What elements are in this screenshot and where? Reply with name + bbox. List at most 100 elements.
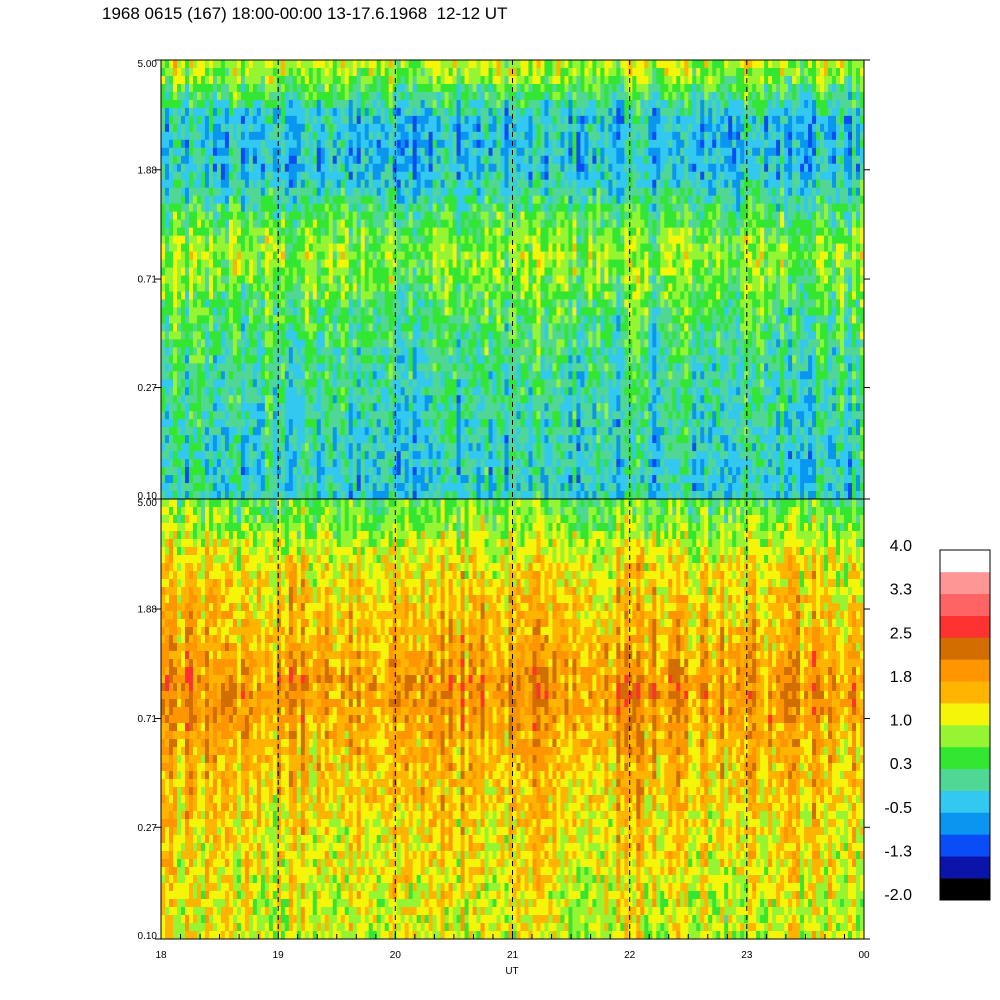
heatmap-cell [588, 147, 593, 157]
heatmap-cell [604, 99, 609, 109]
heatmap-cell [532, 123, 538, 133]
heatmap-cell [484, 115, 490, 125]
heatmap-cell [196, 283, 202, 293]
heatmap-cell [752, 243, 757, 253]
heatmap-cell [236, 203, 242, 213]
heatmap-cell [752, 211, 757, 221]
heatmap-cell [336, 171, 342, 181]
heatmap-cell [672, 131, 677, 141]
heatmap-cell [768, 211, 773, 221]
heatmap-cell [320, 147, 326, 157]
heatmap-cell [664, 243, 669, 253]
heatmap-cell [404, 243, 410, 253]
heatmap-cell [528, 107, 534, 117]
heatmap-cell [456, 235, 462, 245]
heatmap-cell [644, 60, 649, 69]
heatmap-cell [636, 275, 641, 285]
heatmap-cell [388, 131, 394, 141]
heatmap-cell [604, 259, 609, 269]
heatmap-cell [704, 131, 709, 141]
heatmap-cell [432, 211, 438, 221]
heatmap-cell [596, 91, 601, 101]
heatmap-cell [368, 259, 374, 269]
heatmap-cell [708, 235, 713, 245]
heatmap-cell [444, 107, 450, 117]
heatmap-cell [180, 187, 186, 197]
heatmap-cell [176, 235, 182, 245]
heatmap-cell [488, 75, 494, 85]
heatmap-cell [732, 163, 737, 173]
heatmap-cell [520, 171, 526, 181]
heatmap-cell [416, 67, 422, 77]
heatmap-cell [828, 267, 833, 277]
heatmap-cell [308, 115, 314, 125]
heatmap-cell [348, 267, 354, 277]
heatmap-cell [200, 227, 206, 237]
heatmap-cell [672, 243, 677, 253]
heatmap-cell [224, 91, 230, 101]
heatmap-cell [620, 155, 625, 165]
heatmap-cell [728, 171, 733, 181]
heatmap-cell [636, 155, 641, 165]
heatmap-cell [696, 267, 701, 277]
heatmap-cell [340, 179, 346, 189]
heatmap-cell [748, 267, 753, 277]
heatmap-cell [536, 187, 542, 197]
heatmap-cell [532, 139, 538, 149]
heatmap-cell [268, 227, 274, 237]
heatmap-cell [532, 99, 538, 109]
heatmap-cell [512, 91, 518, 101]
heatmap-cell [504, 171, 510, 181]
heatmap-cell [208, 211, 214, 221]
heatmap-cell [220, 283, 226, 293]
heatmap-cell [648, 115, 653, 125]
heatmap-cell [204, 131, 210, 141]
heatmap-cell [172, 243, 178, 253]
heatmap-cell [428, 139, 434, 149]
heatmap-cell [288, 243, 294, 253]
heatmap-cell [520, 91, 526, 101]
heatmap-cell [380, 195, 386, 205]
heatmap-cell [452, 251, 458, 261]
heatmap-cell [712, 171, 717, 181]
heatmap-cell [280, 187, 286, 197]
heatmap-cell [364, 195, 370, 205]
heatmap-cell [600, 259, 605, 269]
heatmap-cell [780, 60, 785, 69]
heatmap-cell [532, 171, 538, 181]
heatmap-cell [180, 275, 186, 285]
heatmap-cell [260, 187, 266, 197]
heatmap-cell [192, 99, 198, 109]
heatmap-cell [524, 147, 530, 157]
heatmap-cell [496, 67, 502, 77]
heatmap-cell [744, 99, 749, 109]
heatmap-cell [632, 275, 637, 285]
heatmap-cell [352, 195, 358, 205]
heatmap-cell [648, 147, 653, 157]
heatmap-cell [560, 227, 566, 237]
heatmap-cell [232, 75, 238, 85]
heatmap-cell [700, 83, 705, 93]
heatmap-cell [368, 275, 374, 285]
heatmap-cell [336, 219, 342, 229]
heatmap-cell [860, 83, 864, 93]
heatmap-cell [340, 91, 346, 101]
heatmap-cell [620, 91, 625, 101]
heatmap-cell [456, 179, 462, 189]
heatmap-cell [576, 75, 581, 85]
heatmap-cell [776, 275, 781, 285]
heatmap-cell [584, 275, 589, 285]
heatmap-cell [304, 99, 310, 109]
heatmap-cell [364, 75, 370, 85]
heatmap-cell [544, 227, 550, 237]
heatmap-cell [760, 123, 765, 133]
heatmap-cell [536, 99, 542, 109]
heatmap-cell [500, 195, 506, 205]
heatmap-cell [464, 60, 470, 69]
heatmap-cell [564, 139, 570, 149]
heatmap-cell [212, 75, 218, 85]
heatmap-cell [460, 155, 466, 165]
heatmap-cell [528, 91, 534, 101]
heatmap-cell [492, 123, 498, 133]
heatmap-cell [832, 107, 837, 117]
